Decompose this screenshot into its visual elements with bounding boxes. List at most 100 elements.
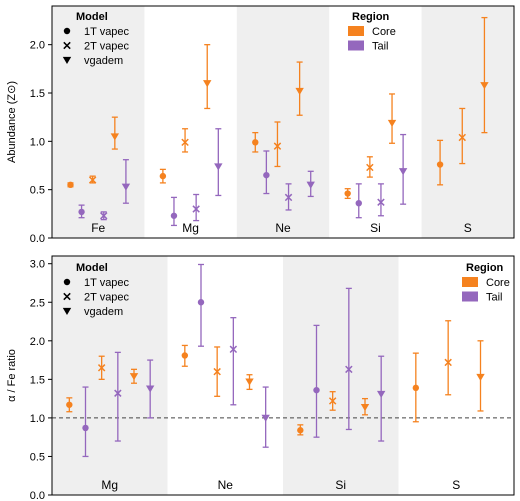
legend-swatch-tail <box>462 291 478 302</box>
group-label-s: S <box>464 221 472 235</box>
legend-model-title: Model <box>76 262 108 274</box>
si-tri-core-marker <box>360 403 370 412</box>
y-tick-label: 1.0 <box>30 136 45 148</box>
band-ne <box>236 6 330 238</box>
mg-circle-tail-marker <box>170 212 178 219</box>
legend-region-title: Region <box>466 262 504 274</box>
y-tick-label: 3.0 <box>30 259 45 271</box>
legend-label-tri: vgadem <box>84 306 123 318</box>
mg-tri-core-marker <box>129 373 139 381</box>
y-tick-label: 0.5 <box>30 185 45 197</box>
ne-tri-tail-marker <box>261 414 270 422</box>
group-label-s: S <box>452 478 460 492</box>
legend-model-title: Model <box>76 11 108 23</box>
legend-label-core: Core <box>372 26 396 38</box>
si-circle-core-marker <box>344 190 351 197</box>
alpha-fe-ratio-panel: Mg Ne Si S 0.0 0.5 1.0 1.5 2.0 2.5 3.0 α / Fe ratio… <box>6 255 515 501</box>
y-tick-label: 1.5 <box>30 88 45 100</box>
si-circle-core-marker <box>297 427 304 434</box>
s-circle-core-marker <box>412 384 420 392</box>
legend-marker-tri <box>62 307 72 315</box>
ne-x-tail-marker <box>229 345 238 354</box>
band-si <box>283 256 399 495</box>
ne-tri-tail-marker <box>306 181 315 189</box>
legend-label-circle: 1T vapec <box>84 26 130 38</box>
si-tri-tail-marker <box>398 168 408 176</box>
fe-circle-core-marker <box>67 181 74 189</box>
legend-swatch-tail <box>348 40 364 51</box>
legend-marker-circle <box>63 27 71 35</box>
s-x-core-marker <box>458 133 466 142</box>
y-tick-label: 2.0 <box>30 40 45 52</box>
group-label-fe: Fe <box>91 221 105 235</box>
legend-label-tail: Tail <box>486 292 503 304</box>
group-label-ne: Ne <box>218 478 234 492</box>
mg-x-core-marker <box>97 364 106 372</box>
si-tri-core-marker <box>387 119 397 127</box>
mg-x-tail-marker <box>192 205 200 213</box>
ne-x-tail-marker <box>284 193 293 202</box>
legend-swatch-core <box>348 26 364 36</box>
s-tri-core-marker <box>476 373 485 382</box>
y-tick-label: 2.5 <box>30 297 45 309</box>
si-x-core-marker <box>328 397 337 405</box>
ne-circle-core-marker <box>181 352 189 359</box>
y-tick-label: 1.0 <box>30 413 45 425</box>
si-tri-tail-marker <box>376 390 386 398</box>
plot-frame <box>51 255 515 496</box>
group-label-mg: Mg <box>101 478 118 492</box>
legend-label-tail: Tail <box>372 41 389 53</box>
mg-tri-tail-marker <box>214 163 223 171</box>
ne-x-core-marker <box>273 142 282 150</box>
mg-tri-core-marker <box>203 80 212 88</box>
group-label-ne: Ne <box>275 221 291 235</box>
mg-circle-tail-marker <box>82 424 89 432</box>
group-label-si: Si <box>370 221 381 235</box>
fe-tri-tail-marker <box>121 183 131 191</box>
ne-circle-core-marker <box>252 139 259 146</box>
legend-marker-x <box>63 292 71 301</box>
ne-circle-tail-marker <box>263 171 270 179</box>
legend-label-circle: 1T vapec <box>84 277 130 289</box>
si-x-core-marker <box>366 163 374 172</box>
y-tick-label: 0.5 <box>30 451 45 463</box>
mg-circle-core-marker <box>159 172 167 180</box>
legend-swatch-core <box>462 277 478 287</box>
fe-x-tail-marker <box>100 212 108 220</box>
s-circle-core-marker <box>436 161 444 168</box>
legend-label-tri: vgadem <box>84 55 123 67</box>
y-tick-label: 1.5 <box>30 374 45 386</box>
fe-tri-core-marker <box>110 133 120 141</box>
ne-circle-tail-marker <box>197 299 205 306</box>
legend-marker-x <box>63 41 71 50</box>
si-x-tail-marker <box>377 198 385 206</box>
fe-circle-tail-marker <box>78 208 85 216</box>
mg-x-tail-marker <box>114 389 122 397</box>
legend-marker-tri <box>62 56 72 64</box>
ne-tri-core-marker <box>295 87 304 96</box>
group-label-si: Si <box>335 478 346 492</box>
abundance-panel: Fe Mg Ne Si S 0.0 0.5 1.0 1.5 2.0 Abundance (Z⊙) Mo… <box>6 5 515 245</box>
si-circle-tail-marker <box>313 386 320 394</box>
s-x-core-marker <box>444 358 452 367</box>
y-axis-label: Abundance (Z⊙) <box>6 81 18 163</box>
ne-tri-core-marker <box>245 378 254 386</box>
si-circle-tail-marker <box>355 200 362 207</box>
legend-marker-circle <box>63 278 71 286</box>
y-tick-label: 2.0 <box>30 336 45 348</box>
mg-circle-core-marker <box>66 401 73 408</box>
plot-frame <box>51 5 515 239</box>
ne-x-core-marker <box>213 367 221 376</box>
legend-label-x: 2T vapec <box>84 292 130 304</box>
mg-tri-tail-marker <box>145 385 155 393</box>
legend-label-x: 2T vapec <box>84 41 130 53</box>
legend-label-core: Core <box>486 277 510 289</box>
si-x-tail-marker <box>345 365 353 374</box>
group-label-mg: Mg <box>182 221 199 235</box>
band-s <box>421 6 514 238</box>
y-tick-label: 0.0 <box>30 233 45 245</box>
band-mg <box>52 256 168 495</box>
legend-region-title: Region <box>352 11 390 23</box>
y-tick-label: 0.0 <box>30 490 45 501</box>
